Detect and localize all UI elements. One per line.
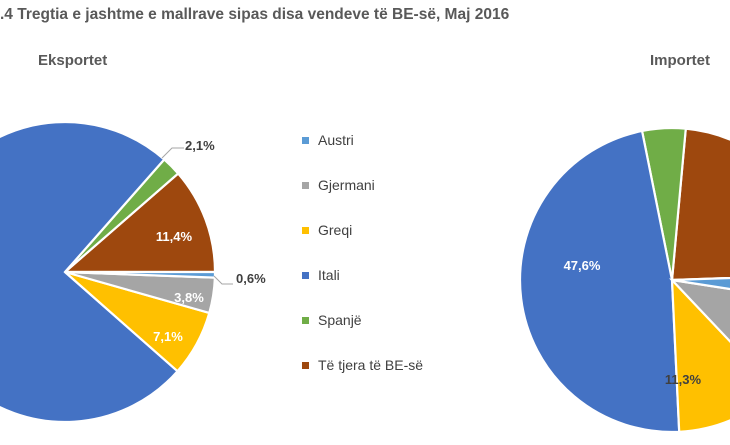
pie-title-imports: Importet — [650, 52, 710, 69]
pie-exports-slice-itali — [0, 120, 180, 424]
pie-exports-leader-austri — [213, 275, 233, 285]
legend-swatch-greqi — [302, 226, 309, 234]
legend-swatch-itali — [302, 271, 309, 279]
legend-swatch-austri — [302, 136, 309, 144]
legend-label-austri: Austri — [318, 132, 354, 148]
pie-imports-label-greqi: 11,3% — [665, 372, 702, 387]
pie-exports-leader-spanje — [161, 147, 184, 159]
legend-item-gjermani: Gjermani — [302, 175, 423, 195]
pie-exports-label-greqi: 7,1% — [153, 329, 183, 344]
pie-exports-label-te-tjera-te-be-se: 11,4% — [156, 229, 193, 244]
pie-exports-label-gjermani: 3,8% — [174, 290, 204, 305]
pie-imports-slice-austri — [671, 276, 730, 291]
legend: Austri Gjermani Greqi Itali Spanjë Të tjera t… — [302, 130, 423, 400]
pie-imports-label-itali: 47,6% — [564, 258, 601, 273]
pie-exports-label-austri: 0,6% — [236, 271, 266, 286]
legend-item-greqi: Greqi — [302, 220, 423, 240]
pie-imports-slice-greqi — [670, 277, 730, 433]
pie-title-exports: Eksportet — [38, 52, 108, 69]
legend-label-itali: Itali — [318, 267, 340, 283]
legend-label-greqi: Greqi — [318, 222, 353, 238]
pie-imports-slice-gjermani — [668, 278, 730, 343]
pie-exports-slice-austri — [64, 270, 217, 279]
legend-swatch-gjermani — [302, 181, 309, 189]
pie-imports-slice-itali — [518, 129, 681, 434]
pie-imports: 47,6% 11,3% — [518, 126, 730, 434]
legend-swatch-spanje — [302, 316, 309, 324]
legend-item-spanje: Spanjë — [302, 310, 423, 330]
legend-item-austri: Austri — [302, 130, 423, 150]
legend-item-te-tjera-te-be-se: Të tjera të BE-së — [302, 355, 423, 375]
pie-imports-slice-te-tjera-te-be-se — [670, 127, 730, 282]
legend-label-gjermani: Gjermani — [318, 177, 375, 193]
pie-exports-label-spanje: 2,1% — [185, 138, 215, 153]
pie-exports: 11,4% 2,1% 7,1% 3,8% 0,6% — [0, 120, 266, 424]
chart-title: .4 Tregtia e jashtme e mallrave sipas di… — [0, 6, 510, 23]
legend-label-spanje: Spanjë — [318, 312, 362, 328]
pie-exports-slice-te-tjera-te-be-se — [62, 171, 217, 274]
legend-label-te-tjera-te-be-se: Të tjera të BE-së — [318, 357, 424, 373]
legend-item-itali: Itali — [302, 265, 423, 285]
legend-swatch-te-tjera-te-be-se — [302, 361, 309, 369]
